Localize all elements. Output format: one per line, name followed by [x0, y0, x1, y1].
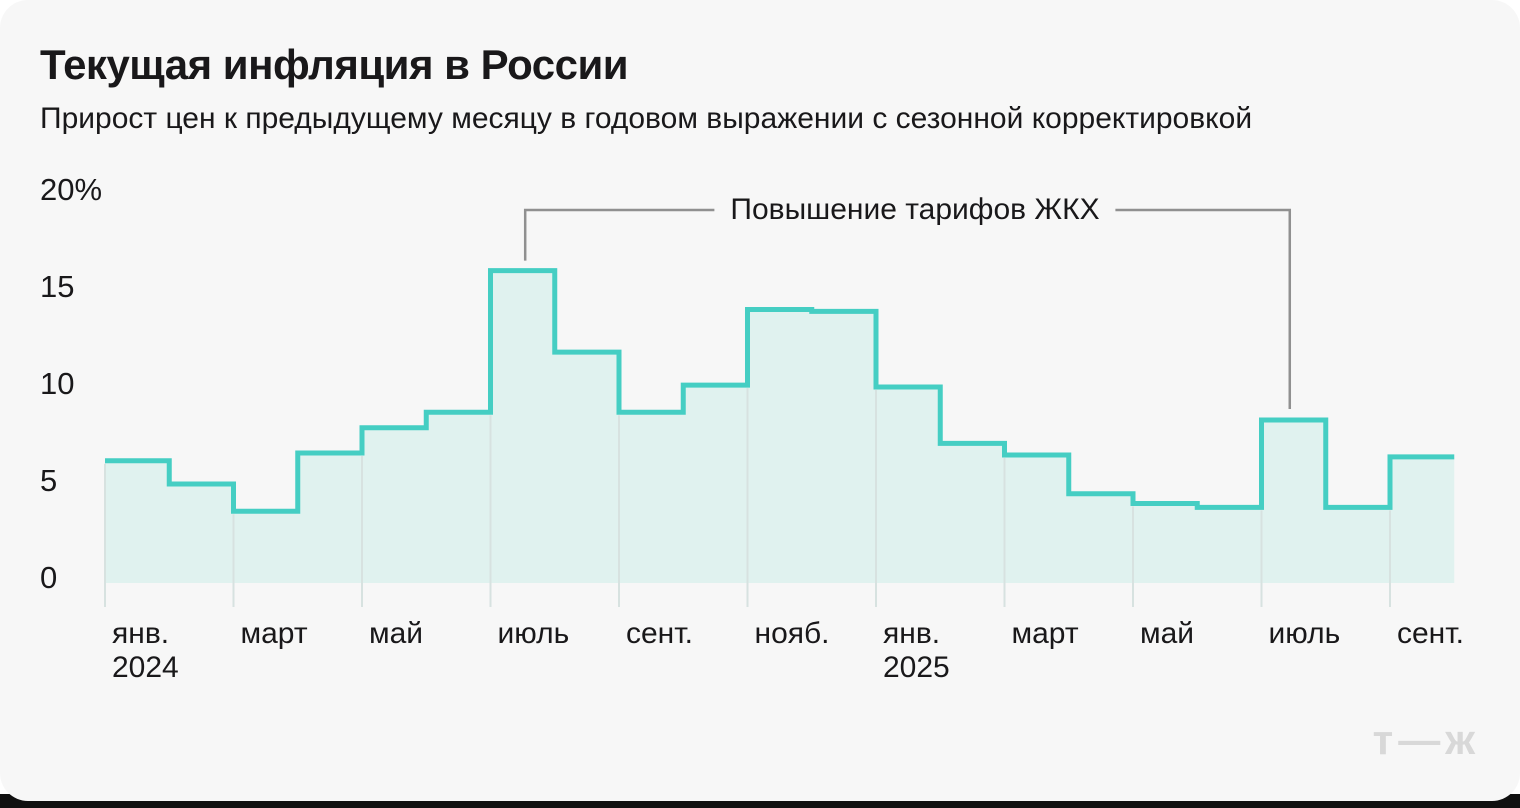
- y-tick-label: 20%: [40, 172, 103, 207]
- brand-logo: т—ж: [1372, 716, 1480, 763]
- x-tick-label: май: [369, 617, 424, 650]
- chart-subtitle: Прирост цен к предыдущему месяцу в годов…: [40, 102, 1253, 135]
- y-tick-label: 10: [40, 366, 75, 401]
- y-tick-label: 0: [40, 560, 58, 595]
- annotation-pointer-line: [523, 208, 1292, 410]
- x-tick-label: сент.: [626, 617, 694, 650]
- y-tick-label: 15: [40, 269, 75, 304]
- x-tick-label: сент.: [1397, 617, 1465, 650]
- inflation-step-line: [105, 268, 1455, 514]
- x-tick-label: март: [1011, 617, 1079, 650]
- x-tick-label: июль: [1268, 617, 1341, 650]
- x-tick-year: 2024: [112, 651, 179, 684]
- x-tick-label: янв.: [883, 617, 941, 650]
- x-tick-year: 2025: [883, 651, 950, 684]
- chart-title: Текущая инфляция в России: [40, 41, 629, 88]
- area-fill: [105, 270, 1455, 583]
- x-tick-label: март: [240, 617, 308, 650]
- x-tick-label: май: [1140, 617, 1195, 650]
- x-tick-label: янв.: [112, 617, 170, 650]
- annotation-label: Повышение тарифов ЖКХ: [714, 191, 1116, 229]
- x-tick-label: нояб.: [754, 617, 830, 650]
- y-tick-label: 5: [40, 463, 58, 498]
- x-tick-label: июль: [497, 617, 570, 650]
